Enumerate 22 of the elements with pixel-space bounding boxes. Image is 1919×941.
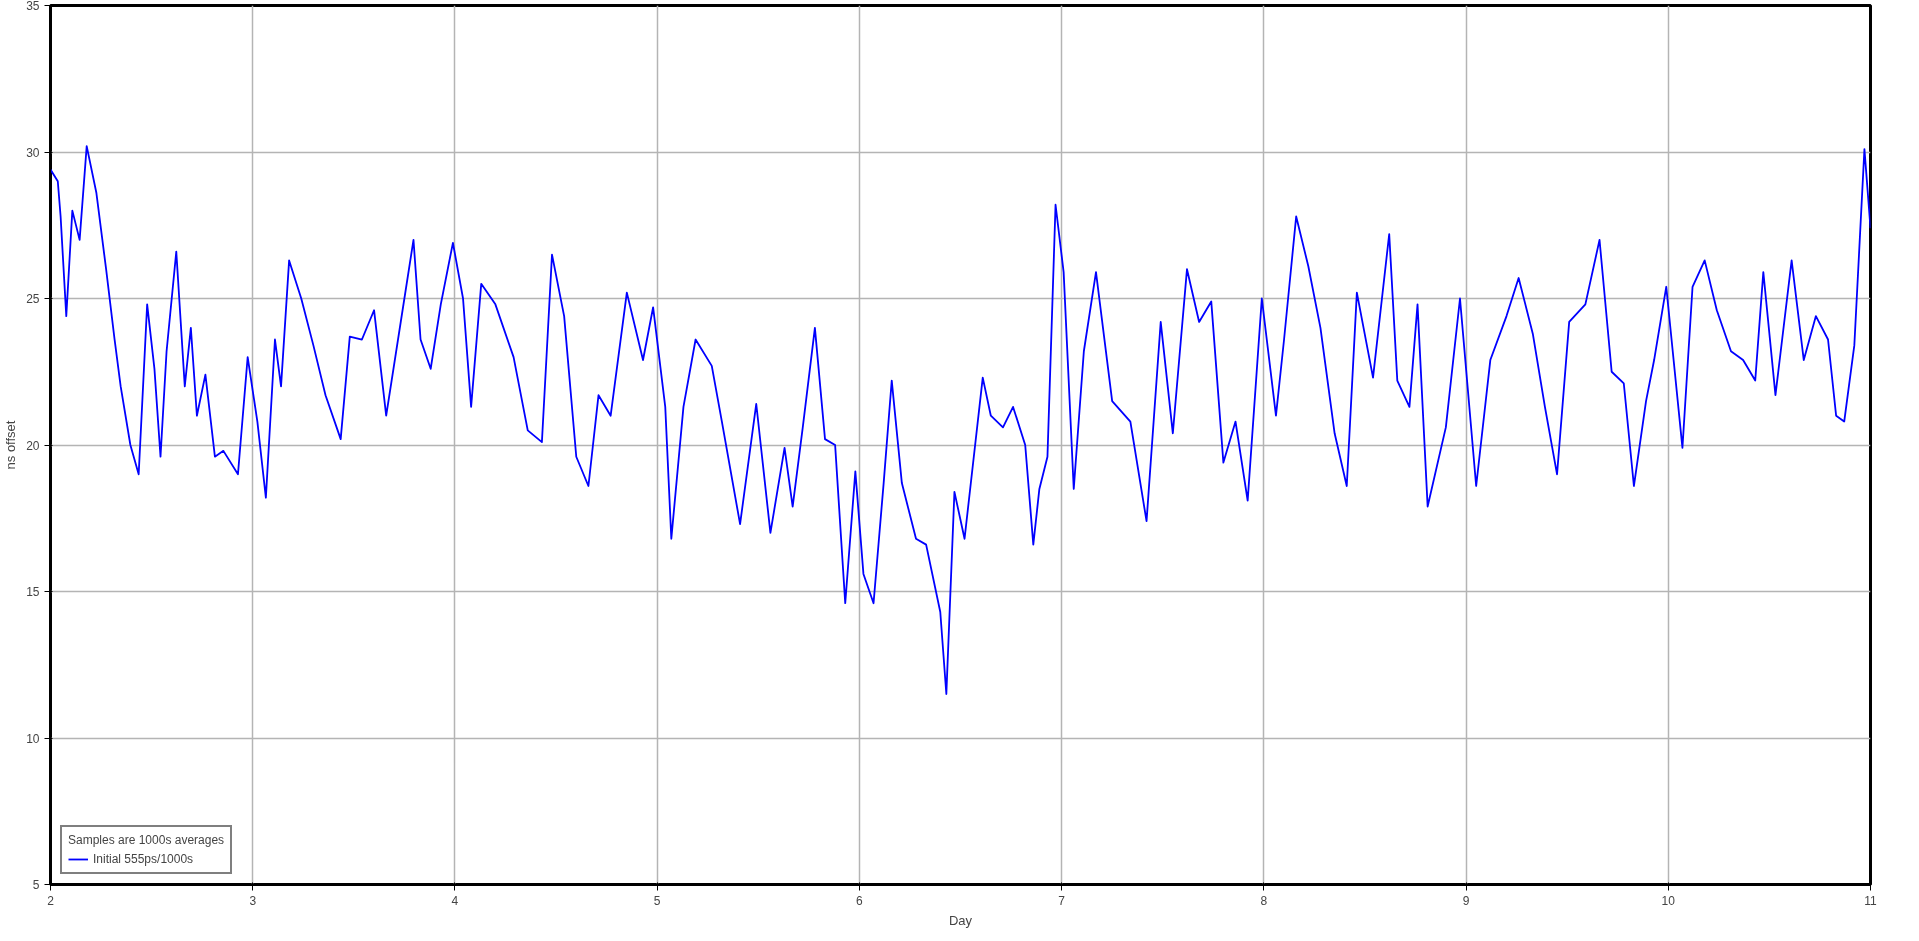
y-tick-label: 25 <box>26 292 40 306</box>
x-tick-label: 3 <box>249 893 257 908</box>
y-tick-label: 15 <box>26 585 40 599</box>
x-tick-label: 8 <box>1260 893 1268 908</box>
y-tick-label: 20 <box>26 438 40 453</box>
y-tick-label: 35 <box>26 0 40 13</box>
y-tick-label: 30 <box>26 145 40 160</box>
x-tick-label: 9 <box>1462 893 1470 908</box>
x-tick-label: 5 <box>653 893 661 908</box>
y-tick-label: 10 <box>26 731 40 746</box>
x-tick-label: 6 <box>856 893 864 908</box>
x-tick-label: 4 <box>451 893 459 908</box>
y-axis-title: ns offset <box>3 420 19 470</box>
legend-title: Samples are 1000s averages <box>68 833 225 847</box>
y-tick-label: 5 <box>32 878 40 892</box>
x-tick-label: 11 <box>1864 893 1878 908</box>
x-tick-label: 10 <box>1661 893 1676 908</box>
legend-label: Initial 555ps/1000s <box>93 852 194 866</box>
x-tick-label: 2 <box>47 893 55 908</box>
x-tick-label: 7 <box>1058 893 1066 908</box>
x-axis-title: Day <box>948 912 973 928</box>
line-series <box>50 145 1871 695</box>
